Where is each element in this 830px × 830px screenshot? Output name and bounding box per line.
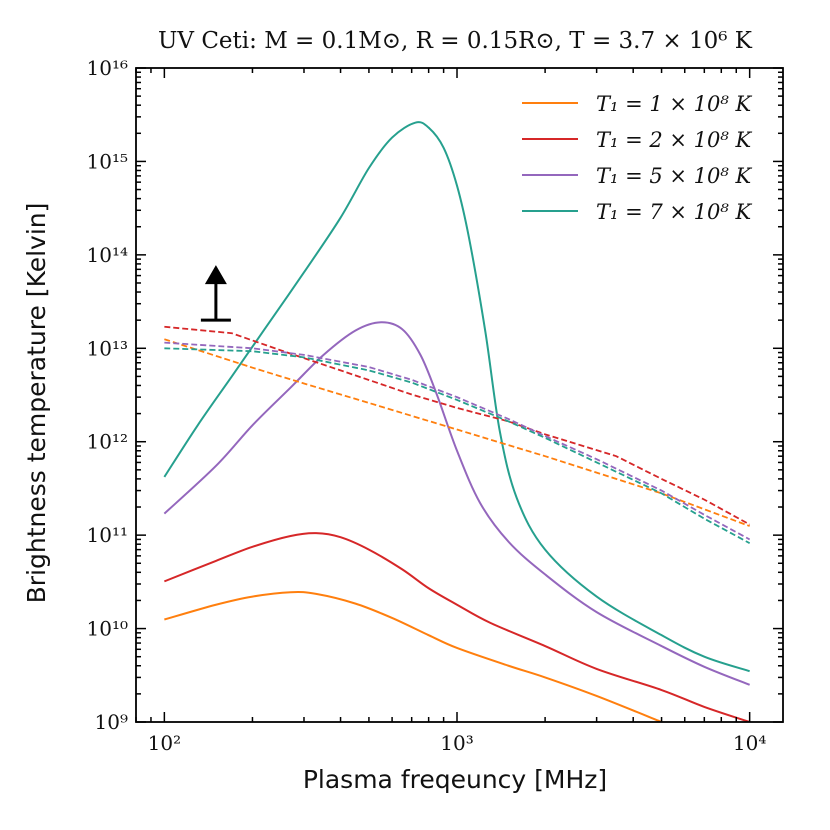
series-line-3-solid	[163, 321, 751, 686]
y-tick-label: 10¹²	[87, 430, 128, 454]
y-tick-label: 10¹¹	[87, 523, 128, 547]
y-axis-label: Brightness temperature [Kelvin]	[22, 203, 51, 604]
series-line-7-dashed	[164, 341, 751, 541]
chart-title: UV Ceti: M = 0.1M⊙, R = 0.15R⊙, T = 3.7 …	[158, 28, 753, 54]
y-tick-label: 10¹⁰	[87, 617, 128, 641]
series-line-8-dashed	[164, 347, 751, 544]
x-tick-label: 10²	[148, 731, 181, 755]
lower-limit-arrow-1	[200, 265, 231, 322]
x-tick-label: 10⁴	[733, 731, 766, 755]
legend-label: T₁ = 1 × 10⁸ K	[596, 92, 752, 116]
series-line-6-dashed	[164, 325, 751, 526]
legend-label: T₁ = 5 × 10⁸ K	[596, 164, 752, 188]
y-tick-label: 10¹⁶	[87, 56, 128, 80]
legend: T₁ = 1 × 10⁸ K T₁ = 2 × 10⁸ K T₁ = 5 × 10⁸…	[522, 92, 752, 224]
series-line-5-dashed	[164, 338, 750, 527]
y-tick-label: 10⁹	[95, 710, 128, 734]
tick-marks	[135, 67, 783, 723]
y-tick-label: 10¹⁵	[87, 149, 128, 173]
y-tick-label: 10¹³	[87, 336, 128, 360]
x-axis-label: Plasma freqeuncy [MHz]	[303, 765, 607, 794]
series-group	[163, 121, 751, 722]
x-tick-label: 10³	[440, 731, 473, 755]
legend-label: T₁ = 7 × 10⁸ K	[596, 200, 752, 224]
lower-limit-arrowhead	[204, 265, 227, 285]
legend-label: T₁ = 2 × 10⁸ K	[596, 128, 752, 152]
series-line-1-solid	[164, 591, 662, 722]
y-tick-label: 10¹⁴	[87, 243, 128, 267]
series-line-4-solid	[163, 121, 750, 673]
plot-frame	[135, 67, 784, 723]
series-line-2-solid	[163, 532, 750, 722]
